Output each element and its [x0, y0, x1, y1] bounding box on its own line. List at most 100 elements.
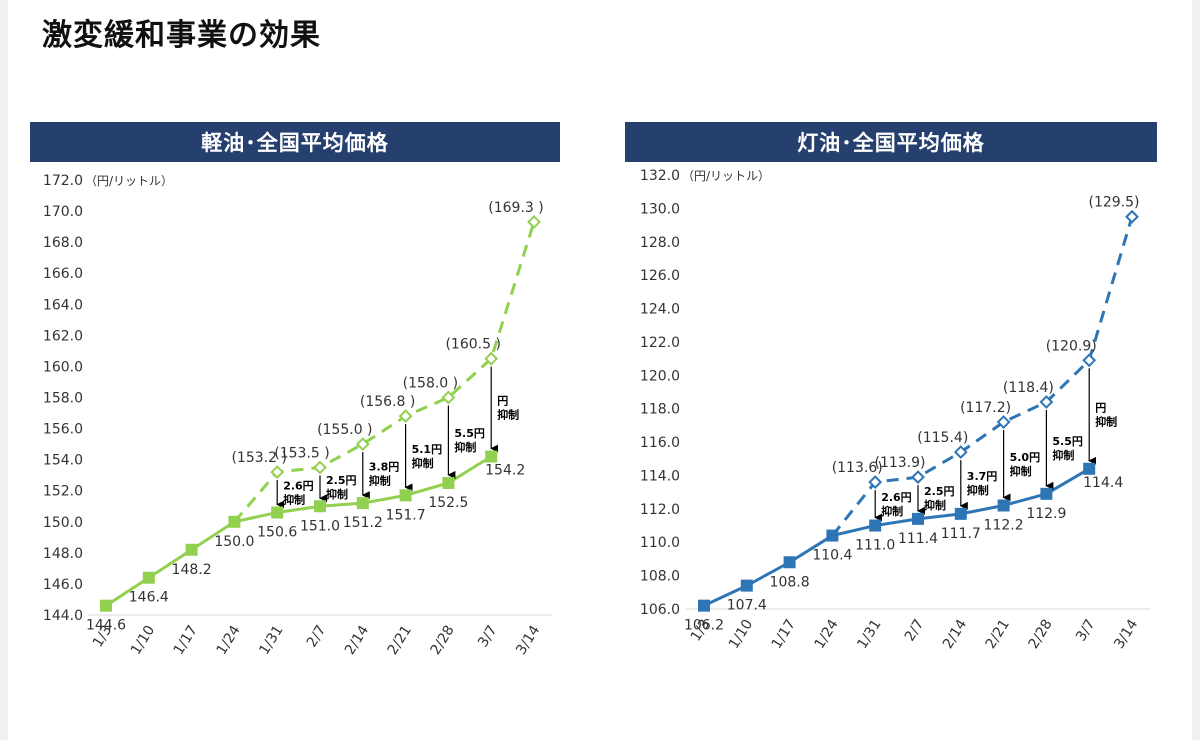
- diesel-y-tick: 160.0: [43, 359, 83, 375]
- kerosene-x-tick: 1/10: [726, 617, 756, 652]
- kerosene-projection-point: [996, 415, 1011, 429]
- window-frame-right: [1192, 0, 1200, 740]
- diesel-y-tick: 170.0: [43, 204, 83, 220]
- diesel-suppression-amount: 2.5円: [326, 474, 357, 487]
- diesel-y-tick: 164.0: [43, 297, 83, 313]
- diesel-y-tick: 172.0: [43, 173, 83, 189]
- kerosene-y-tick: 108.0: [640, 569, 680, 585]
- diesel-y-tick: 148.0: [43, 546, 83, 562]
- kerosene-y-tick: 110.0: [640, 535, 680, 551]
- diesel-projection-point: [355, 437, 370, 452]
- chart-banner-diesel: 軽油･全国平均価格: [30, 122, 560, 162]
- window-frame-left: [0, 0, 8, 740]
- kerosene-actual-point: [740, 579, 753, 592]
- kerosene-x-tick: 1/31: [854, 617, 884, 652]
- kerosene-actual-label: 110.4: [812, 548, 852, 564]
- diesel-projection-label: (153.2 ): [231, 450, 286, 466]
- diesel-projection-label: (155.0 ): [317, 422, 372, 438]
- diesel-actual-label: 150.6: [257, 524, 297, 540]
- diesel-actual-label: 151.0: [300, 518, 340, 534]
- kerosene-suppression-amount: 円: [1095, 402, 1106, 415]
- diesel-projection-line: [233, 221, 536, 523]
- diesel-y-tick: 162.0: [43, 328, 83, 344]
- kerosene-y-tick: 116.0: [640, 435, 680, 451]
- diesel-projection-point: [398, 409, 413, 424]
- diesel-suppression-word: 抑制: [497, 408, 519, 422]
- kerosene-projection-label: (120.9): [1046, 338, 1097, 354]
- kerosene-suppression-word: 抑制: [1010, 464, 1032, 478]
- diesel-actual-label: 152.5: [428, 495, 468, 511]
- kerosene-suppression-word: 抑制: [881, 504, 903, 518]
- kerosene-actual-point: [954, 507, 967, 520]
- diesel-projection-label: (160.5 ): [445, 337, 500, 353]
- kerosene-projection-label: (115.4): [917, 430, 968, 446]
- kerosene-projection-label: (113.9): [874, 455, 925, 471]
- kerosene-projection-point: [868, 475, 883, 490]
- diesel-suppression-word: 抑制: [369, 474, 391, 488]
- diesel-actual-point: [185, 543, 198, 556]
- kerosene-projection-point: [953, 445, 968, 460]
- diesel-actual-label: 148.2: [172, 562, 212, 578]
- diesel-suppression-amount: 5.1円: [412, 443, 443, 456]
- diesel-actual-point: [442, 476, 455, 489]
- kerosene-y-tick: 128.0: [640, 235, 680, 251]
- kerosene-actual-label: 112.2: [984, 518, 1024, 534]
- kerosene-actual-label: 107.4: [727, 598, 767, 614]
- diesel-suppression-amount: 円: [497, 395, 508, 408]
- diesel-actual-point: [314, 500, 326, 513]
- diesel-actual-point: [399, 489, 412, 502]
- kerosene-unit-label: （円/リットル）: [682, 169, 770, 183]
- kerosene-y-tick: 118.0: [640, 402, 680, 418]
- chart-title-diesel: 軽油･全国平均価格: [201, 131, 389, 155]
- kerosene-actual-point: [912, 512, 924, 525]
- kerosene-suppression-amount: 2.6円: [881, 491, 912, 504]
- kerosene-projection-label: (129.5): [1088, 195, 1139, 211]
- kerosene-projection-point: [1125, 209, 1139, 224]
- kerosene-projection-point: [911, 470, 925, 485]
- kerosene-y-tick: 114.0: [640, 468, 680, 484]
- kerosene-actual-point: [1040, 487, 1053, 500]
- diesel-suppression-word: 抑制: [454, 440, 476, 454]
- diesel-actual-label: 154.2: [485, 463, 525, 479]
- kerosene-actual-label: 111.4: [898, 531, 938, 547]
- kerosene-x-tick: 3/7: [1073, 617, 1099, 645]
- diesel-actual-label: 151.2: [343, 515, 383, 531]
- diesel-y-tick: 168.0: [43, 235, 83, 251]
- kerosene-actual-point: [1083, 462, 1096, 475]
- diesel-suppression-amount: 2.6円: [283, 479, 314, 492]
- diesel-y-tick: 166.0: [43, 266, 83, 282]
- diesel-suppression-word: 抑制: [326, 487, 348, 501]
- kerosene-actual-label: 108.8: [770, 574, 810, 590]
- kerosene-actual-label: 114.4: [1083, 475, 1123, 491]
- kerosene-actual-point: [826, 529, 839, 542]
- chart-title-kerosene: 灯油･全国平均価格: [797, 131, 985, 155]
- diesel-y-tick: 144.0: [43, 608, 83, 624]
- diesel-unit-label: （円/リットル）: [85, 174, 173, 188]
- diesel-projection-point: [484, 351, 499, 366]
- diesel-projection-label: (153.5 ): [274, 445, 329, 461]
- diesel-projection-label: (156.8 ): [360, 394, 415, 410]
- kerosene-projection-label: (118.4): [1003, 380, 1054, 396]
- kerosene-y-tick: 120.0: [640, 368, 680, 384]
- kerosene-suppression-word: 抑制: [1052, 448, 1074, 462]
- kerosene-y-tick: 124.0: [640, 302, 680, 318]
- diesel-projection-label: (169.3 ): [488, 200, 543, 216]
- kerosene-projection-line: [831, 216, 1134, 537]
- kerosene-projection-label: (113.6): [832, 460, 883, 476]
- diesel-projection-label: (158.0 ): [403, 376, 458, 392]
- kerosene-suppression-word: 抑制: [924, 498, 946, 512]
- diesel-y-tick: 152.0: [43, 484, 83, 500]
- diesel-projection-point: [313, 460, 327, 475]
- diesel-projection-point: [441, 390, 456, 405]
- kerosene-x-tick: 2/7: [902, 617, 928, 645]
- kerosene-suppression-amount: 5.0円: [1010, 451, 1041, 464]
- kerosene-x-tick: 2/14: [940, 617, 970, 652]
- kerosene-projection-label: (117.2): [960, 400, 1011, 416]
- kerosene-actual-label: 112.9: [1026, 506, 1066, 522]
- diesel-y-tick: 154.0: [43, 453, 83, 469]
- diesel-actual-line: [105, 455, 492, 607]
- kerosene-y-tick: 132.0: [640, 168, 680, 184]
- diesel-actual-point: [228, 515, 241, 528]
- kerosene-suppression-amount: 2.5円: [924, 485, 955, 498]
